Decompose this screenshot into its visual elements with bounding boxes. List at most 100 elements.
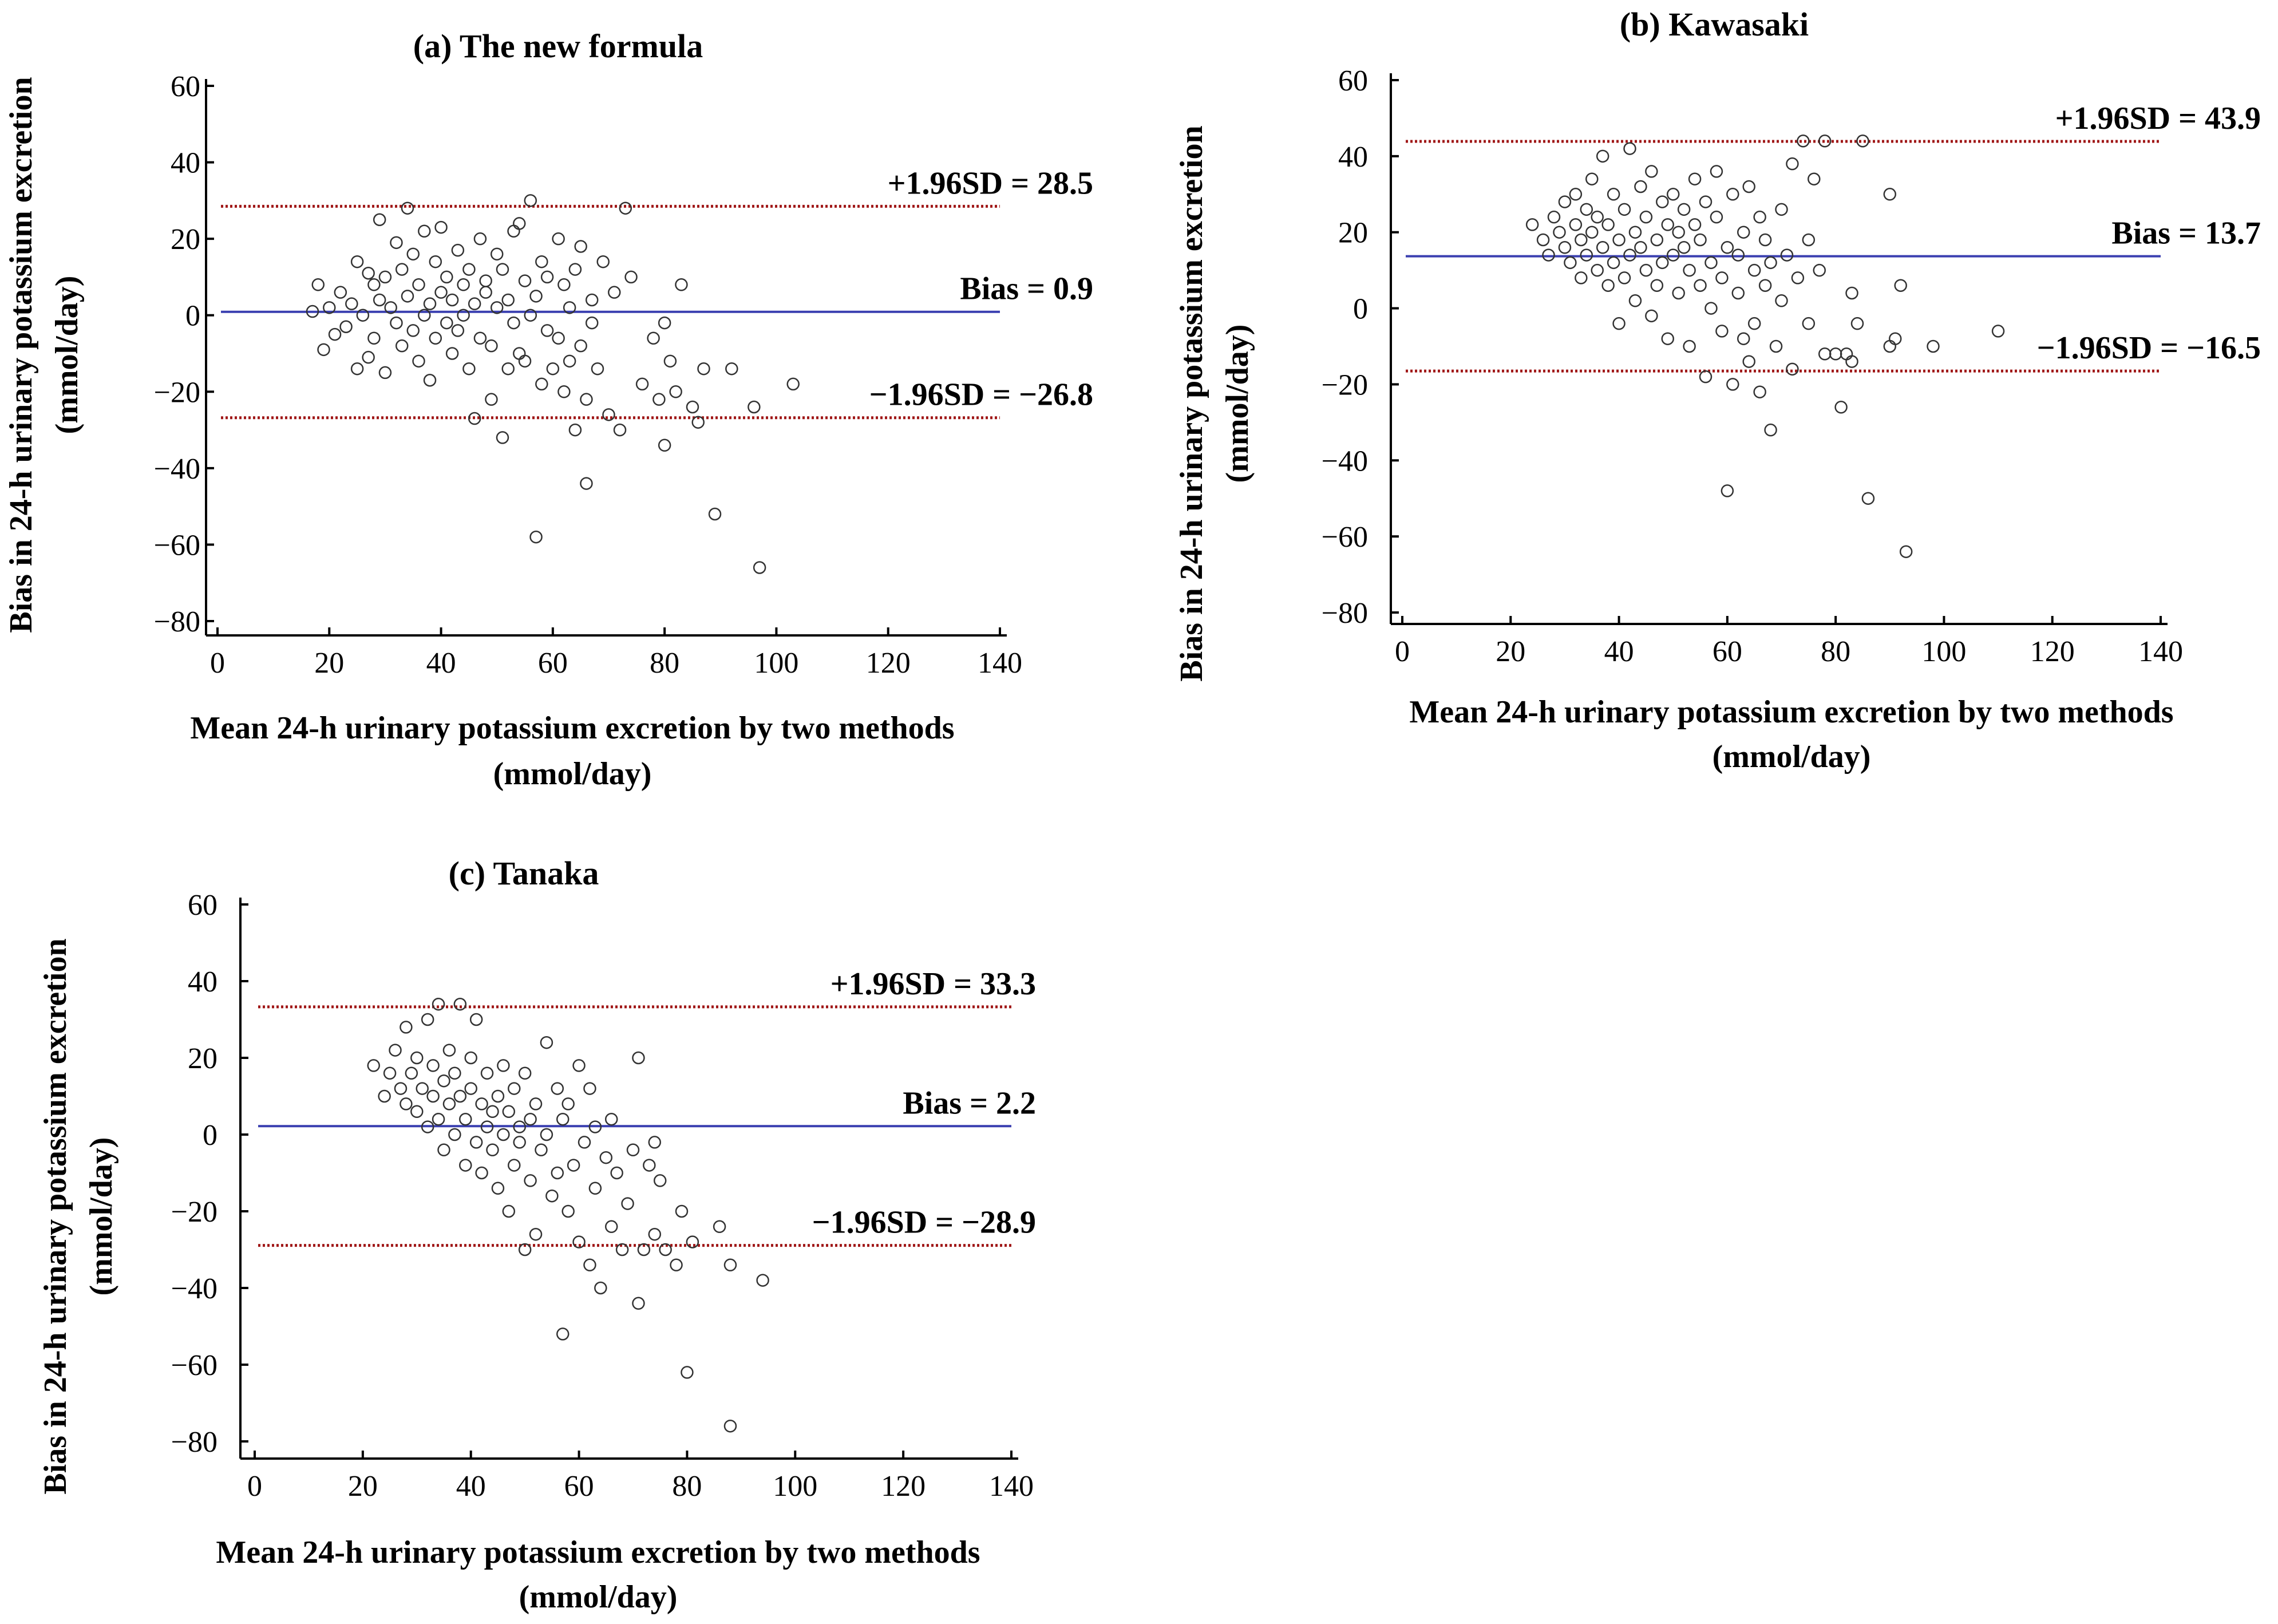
data-point [437, 1074, 450, 1088]
x-axis-unit: (mmol/day) [1713, 739, 1871, 775]
y-tick-label: 20 [1338, 217, 1368, 250]
data-point [1580, 248, 1593, 262]
data-point [1683, 339, 1696, 353]
y-tick-label: 0 [185, 300, 200, 333]
data-point [367, 1059, 380, 1072]
data-point [1623, 248, 1636, 262]
data-point [421, 1120, 434, 1133]
data-point [1575, 233, 1588, 247]
y-tick-label: 60 [188, 889, 217, 922]
data-point [624, 270, 638, 284]
data-point [643, 1159, 656, 1172]
data-point [486, 1105, 499, 1119]
data-point [429, 255, 442, 268]
data-point [367, 278, 381, 291]
data-point [713, 1220, 726, 1234]
data-point [604, 1220, 618, 1234]
bias-label: Bias = 0.9 [960, 271, 1093, 307]
data-point [416, 1082, 429, 1095]
data-point [440, 270, 453, 284]
data-point [551, 1082, 564, 1095]
data-point [395, 263, 409, 276]
data-point [608, 286, 621, 299]
x-tick-label: 0 [210, 647, 225, 679]
data-point [1617, 271, 1631, 285]
data-point [412, 354, 425, 368]
x-tick-label: 0 [247, 1470, 262, 1503]
data-point [619, 201, 632, 215]
data-point [697, 362, 710, 376]
data-point [457, 278, 470, 291]
data-point [445, 347, 459, 360]
data-point [453, 1089, 467, 1103]
data-point [464, 1082, 477, 1095]
data-point [1808, 172, 1821, 185]
data-point [507, 316, 520, 330]
data-point [496, 431, 509, 444]
data-point [473, 232, 487, 246]
data-point [1558, 241, 1572, 254]
data-point [480, 1066, 494, 1080]
data-point [1927, 339, 1940, 353]
data-point [725, 362, 738, 376]
data-point [1802, 233, 1816, 247]
data-point [1747, 263, 1761, 277]
data-point [1829, 347, 1842, 361]
data-point [418, 224, 431, 238]
x-tick-label: 20 [1496, 635, 1525, 668]
data-point [323, 301, 336, 314]
data-point [475, 1166, 488, 1180]
data-point [508, 1082, 521, 1095]
data-point [406, 247, 420, 261]
data-point [1786, 157, 1799, 171]
data-point [1580, 203, 1593, 216]
data-point [708, 507, 722, 521]
data-point [1601, 218, 1615, 231]
data-point [659, 1243, 672, 1256]
upper-limit-label: +1.96SD = 43.9 [2055, 101, 2261, 136]
data-point [647, 331, 660, 345]
data-point [378, 270, 392, 284]
data-point [637, 1243, 651, 1256]
data-point [1797, 135, 1810, 148]
panel-a: (a) The new formula 60 40 20 0 −20 −40 −60 −80 0 2… [3, 27, 1093, 792]
data-point [1677, 203, 1691, 216]
data-point [756, 1274, 769, 1287]
data-point [518, 274, 532, 287]
data-point [653, 1174, 667, 1187]
x-axis-label: Mean 24-h urinary potassium excretion by… [1409, 694, 2173, 730]
data-point [507, 224, 520, 238]
data-point [1845, 355, 1858, 368]
data-point [1883, 188, 1897, 201]
data-point [469, 1013, 483, 1026]
y-tick-label: −80 [1322, 597, 1368, 630]
data-point [1694, 279, 1707, 292]
y-tick-label: −20 [154, 376, 200, 409]
x-tick-label: 140 [2138, 635, 2183, 668]
y-axis-label: Bias in 24-h urinary potassium excretion [3, 77, 39, 633]
data-point [401, 201, 414, 215]
data-point [1525, 218, 1539, 231]
data-point [1715, 325, 1729, 338]
data-point [1656, 195, 1669, 208]
data-point [434, 286, 448, 299]
data-point [405, 1066, 418, 1080]
data-point [1715, 271, 1729, 285]
lower-limit-label: −1.96SD = −16.5 [2037, 330, 2261, 366]
data-point [786, 377, 800, 391]
data-point [574, 240, 587, 253]
data-point [1569, 188, 1583, 201]
data-point [334, 286, 347, 299]
data-point [1672, 226, 1685, 239]
data-point [1612, 317, 1626, 330]
data-point [1747, 317, 1761, 330]
data-point [1639, 263, 1653, 277]
data-point [1845, 286, 1858, 300]
data-point [1683, 263, 1696, 277]
data-point [557, 278, 571, 291]
data-point [615, 1243, 629, 1256]
data-point [1688, 218, 1702, 231]
data-point [670, 1258, 683, 1272]
data-point [1666, 248, 1680, 262]
data-point [317, 343, 330, 357]
